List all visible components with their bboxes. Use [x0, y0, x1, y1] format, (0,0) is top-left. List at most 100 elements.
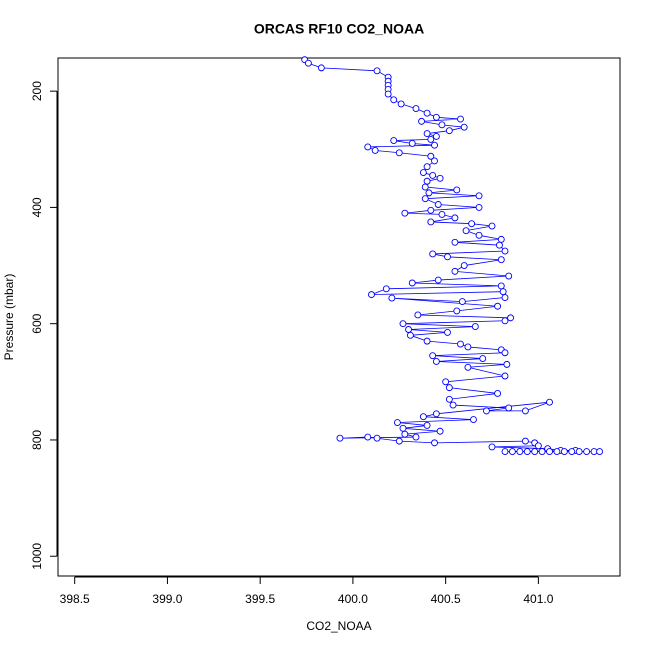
data-point [399, 424, 407, 432]
x-tick-label: 400.5 [431, 592, 461, 606]
data-point [453, 186, 461, 194]
data-point [546, 448, 553, 456]
data-point [408, 140, 416, 147]
data-point [395, 149, 403, 157]
data-point [427, 206, 435, 214]
data-point [423, 163, 431, 171]
data-point [442, 378, 450, 386]
data-point [438, 121, 446, 129]
data-point [436, 174, 444, 182]
y-tick-label: 600 [30, 313, 44, 333]
data-point [436, 427, 444, 435]
data-point [423, 109, 431, 117]
data-point [438, 210, 446, 218]
data-point [464, 343, 472, 351]
data-point [560, 448, 568, 456]
data-point [427, 218, 435, 226]
data-point [501, 294, 509, 301]
data-point [304, 59, 312, 67]
data-point [388, 294, 396, 302]
data-point [445, 395, 453, 403]
data-point [451, 238, 459, 246]
data-point [399, 320, 407, 328]
data-point [507, 314, 515, 322]
data-point [445, 127, 453, 135]
data-point [412, 433, 420, 441]
data-point [495, 241, 503, 249]
y-tick-label: 1000 [30, 543, 44, 570]
data-point [423, 130, 431, 138]
data-point [501, 349, 509, 357]
data-point [421, 195, 429, 203]
data-point [390, 137, 398, 145]
x-tick-label: 399.0 [152, 592, 182, 606]
data-point [475, 231, 483, 239]
data-point [395, 437, 403, 445]
data-point [432, 358, 440, 365]
data-point [429, 171, 437, 179]
data-point [401, 430, 409, 438]
data-point [427, 135, 435, 143]
data-point [432, 133, 440, 140]
data-point [583, 448, 591, 456]
data-point [501, 317, 509, 325]
data-point [505, 404, 513, 412]
data-point [488, 222, 496, 230]
data-point [457, 340, 464, 348]
data-point [429, 352, 437, 360]
data-point [393, 419, 401, 426]
data-point [499, 288, 507, 296]
x-tick-label: 398.5 [60, 592, 90, 606]
data-point [494, 302, 502, 310]
data-point [553, 448, 561, 456]
data-point [401, 209, 409, 217]
data-point [412, 105, 420, 113]
data-point [462, 227, 470, 235]
data-point [503, 360, 511, 368]
data-point [368, 291, 375, 299]
data-point [575, 448, 583, 456]
data-point [423, 421, 431, 429]
data-point [494, 390, 502, 397]
data-point [475, 203, 483, 211]
data-point [516, 448, 524, 456]
y-axis-label: Pressure (mbar) [2, 274, 16, 361]
data-point [501, 448, 509, 456]
data-point [431, 157, 438, 165]
data-point [423, 337, 431, 345]
data-point [451, 214, 459, 222]
data-point [501, 372, 509, 380]
data-point [425, 189, 433, 197]
data-point [568, 448, 576, 456]
data-point [317, 64, 325, 72]
data-point [445, 384, 453, 392]
data-point [431, 141, 438, 149]
data-point [406, 331, 414, 339]
data-point [423, 177, 431, 185]
data-point [471, 323, 479, 331]
data-point [590, 448, 598, 456]
data-point [453, 307, 461, 315]
y-tick-label: 800 [30, 430, 44, 450]
data-point [373, 434, 381, 442]
data-point [427, 152, 435, 160]
data-point [449, 401, 457, 409]
x-tick-label: 400.0 [338, 592, 368, 606]
data-point [364, 143, 372, 151]
data-point [384, 90, 392, 98]
data-point [546, 398, 553, 406]
data-point [431, 439, 438, 447]
data-point [434, 201, 442, 208]
data-point [451, 267, 459, 275]
data-point [397, 100, 405, 108]
data-point [373, 67, 381, 75]
data-point [371, 146, 379, 154]
data-point [497, 256, 505, 264]
x-axis-label: CO2_NOAA [306, 619, 371, 633]
data-line [304, 59, 600, 452]
data-point [488, 443, 496, 451]
data-point [460, 262, 468, 269]
data-point [497, 235, 505, 243]
data-point [521, 407, 529, 415]
data-point [531, 448, 539, 456]
